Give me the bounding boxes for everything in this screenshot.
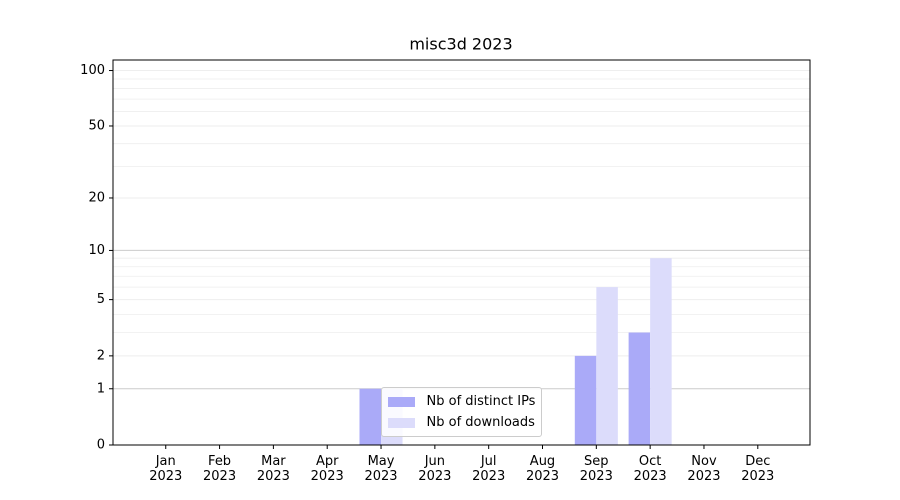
legend-item: Nb of downloads — [387, 412, 536, 433]
legend-item: Nb of distinct IPs — [387, 391, 536, 412]
bar — [650, 258, 672, 445]
bar — [574, 355, 597, 445]
legend-label: Nb of downloads — [426, 415, 535, 430]
chart-title: misc3d 2023 — [409, 35, 512, 54]
y-tick-label: 0 — [97, 438, 105, 453]
x-tick-label: Feb 2023 — [203, 454, 237, 484]
y-tick-label: 1 — [97, 381, 105, 396]
legend-swatch — [387, 396, 415, 407]
x-tick-label: Dec 2023 — [741, 454, 775, 484]
legend-swatch — [387, 417, 415, 428]
legend: Nb of distinct IPs Nb of downloads — [380, 387, 543, 437]
x-tick-label: Nov 2023 — [687, 454, 721, 484]
bar — [628, 332, 651, 445]
y-tick-label: 50 — [88, 118, 105, 133]
x-tick-label: Jul 2023 — [472, 454, 506, 484]
bar — [359, 388, 382, 445]
y-tick-label: 2 — [97, 348, 105, 363]
legend-label: Nb of distinct IPs — [426, 394, 536, 409]
x-tick-label: Jun 2023 — [418, 454, 452, 484]
x-tick-label: May 2023 — [364, 454, 398, 484]
bar — [596, 287, 618, 445]
plot-frame — [112, 59, 811, 446]
x-tick-label: Apr 2023 — [310, 454, 344, 484]
y-tick-label: 20 — [88, 190, 105, 205]
y-tick-label: 100 — [80, 63, 105, 78]
x-tick-label: Oct 2023 — [633, 454, 667, 484]
x-tick-label: Aug 2023 — [525, 454, 560, 484]
y-tick-label: 5 — [97, 292, 105, 307]
y-tick-label: 10 — [88, 243, 105, 258]
x-tick-label: Mar 2023 — [256, 454, 290, 484]
x-tick-label: Sep 2023 — [579, 454, 613, 484]
x-tick-label: Jan 2023 — [149, 454, 183, 484]
